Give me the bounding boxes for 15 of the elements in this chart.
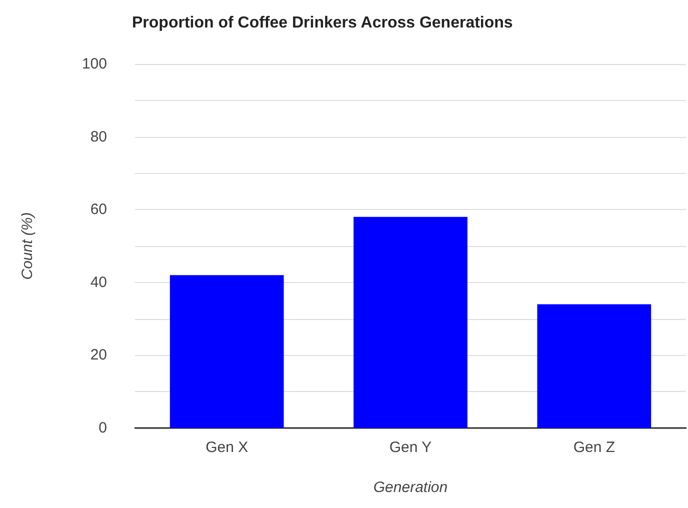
x-tick-label: Gen Z [573,439,616,456]
y-tick-label: 60 [90,201,107,218]
y-tick-label: 20 [90,346,107,364]
x-tick-label: Gen X [206,439,248,456]
y-tick-label: 0 [98,420,107,436]
bar [170,275,284,428]
chart-title: Proportion of Coffee Drinkers Across Generations [132,14,513,32]
y-tick-label: 40 [90,274,107,291]
x-tick-label: Gen Y [389,439,432,456]
bar [354,216,468,428]
y-tick-label: 80 [90,128,107,146]
y-axis-title: Count (%) [19,212,36,280]
y-tick-label: 100 [82,56,107,72]
x-axis-title: Generation [373,479,448,496]
bar [537,304,652,428]
